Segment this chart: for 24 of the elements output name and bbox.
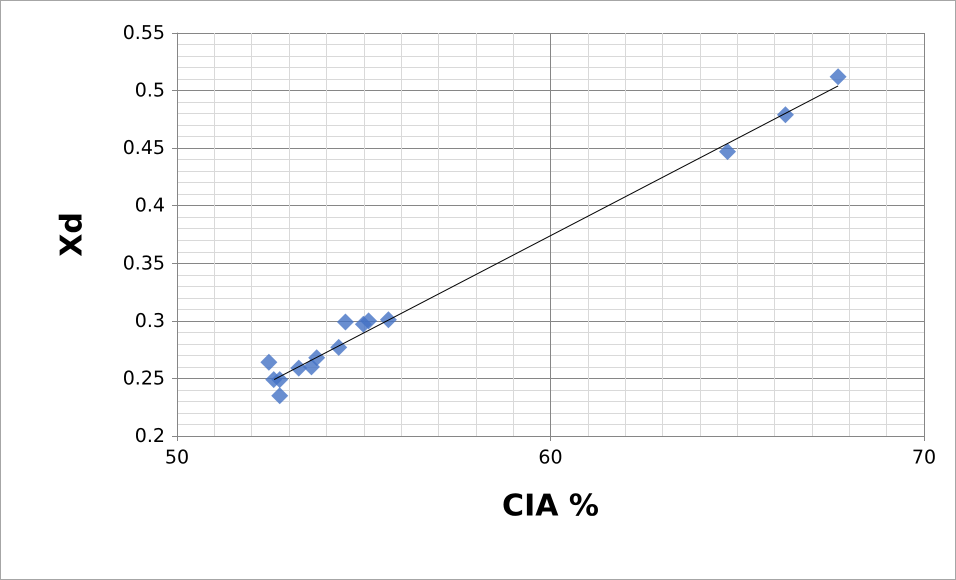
y-tick-label: 0.4 (134, 194, 165, 217)
point (330, 338, 348, 356)
y-axis-title: Xd (54, 212, 90, 257)
x-tick-label: 50 (164, 446, 190, 468)
point (336, 314, 354, 331)
x-tick-label: 60 (538, 446, 563, 468)
point (271, 387, 288, 404)
y-tick-label: 0.35 (122, 252, 165, 274)
point (830, 68, 847, 86)
point (271, 371, 288, 388)
y-tick-label: 0.5 (134, 80, 165, 102)
point (776, 106, 794, 124)
point (308, 349, 326, 366)
point (260, 354, 278, 371)
x-tick-label: 70 (912, 446, 936, 468)
point (719, 143, 736, 160)
y-tick-label: 0.55 (122, 22, 165, 44)
y-tick-label: 0.3 (134, 310, 165, 332)
y-tick-label: 0.25 (122, 367, 165, 390)
y-tick-label: 0.2 (134, 425, 165, 447)
point (360, 312, 378, 330)
point (380, 311, 397, 328)
y-tick-label: 0.45 (122, 137, 165, 160)
x-axis-title: CIA % (502, 488, 599, 524)
